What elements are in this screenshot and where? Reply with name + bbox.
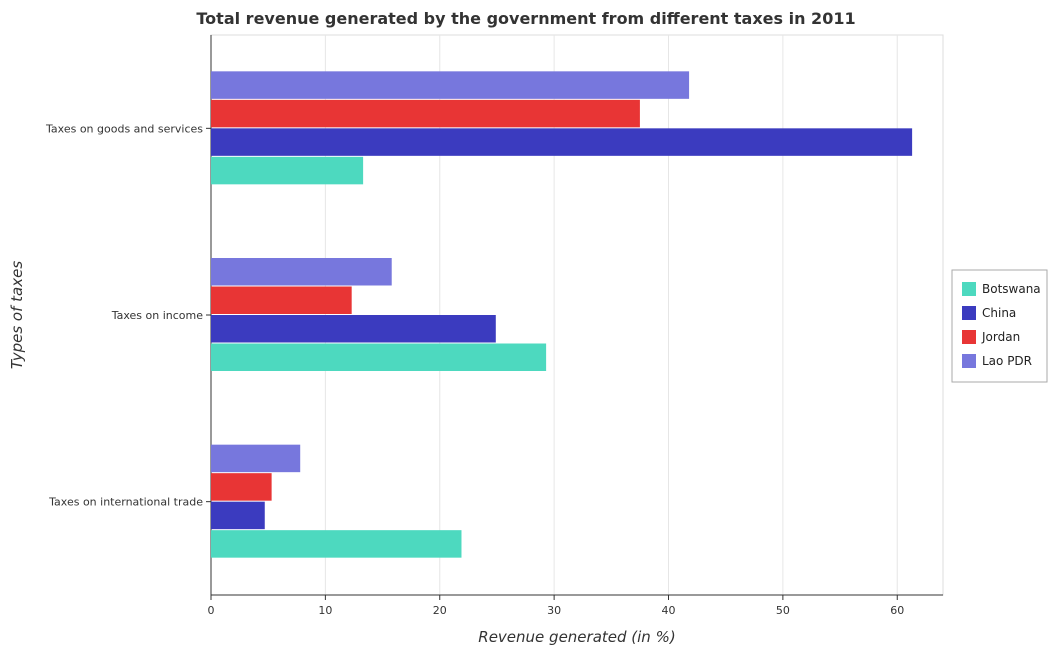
bar <box>211 99 640 128</box>
legend-label: Botswana <box>982 282 1041 296</box>
x-tick-label: 0 <box>208 604 215 617</box>
legend: Botswana China Jordan Lao PDR <box>951 269 1048 383</box>
bar <box>211 156 364 185</box>
x-axis-title: Revenue generated (in %) <box>478 628 675 646</box>
x-ticks: 0 10 20 30 40 50 60 <box>208 595 904 617</box>
legend-label: Jordan <box>981 330 1020 344</box>
x-tick-label: 20 <box>433 604 447 617</box>
y-ticks: Taxes on goods and services Taxes on inco… <box>45 122 211 509</box>
bar <box>211 343 547 371</box>
bars <box>211 71 913 558</box>
x-tick-label: 10 <box>318 604 332 617</box>
legend-label: Lao PDR <box>982 354 1032 368</box>
bar <box>211 530 462 558</box>
x-tick-label: 30 <box>547 604 561 617</box>
legend-swatch <box>962 282 976 296</box>
bar <box>211 501 265 530</box>
bar <box>211 286 352 314</box>
y-axis-title: Types of taxes <box>8 261 26 369</box>
bar <box>211 258 392 286</box>
chart-title: Total revenue generated by the governmen… <box>196 9 855 28</box>
bar <box>211 128 913 156</box>
legend-label: China <box>982 306 1016 320</box>
legend-swatch <box>962 354 976 368</box>
x-tick-label: 60 <box>890 604 904 617</box>
x-tick-label: 40 <box>662 604 676 617</box>
bar <box>211 71 690 99</box>
y-tick-label: Taxes on international trade <box>48 496 203 509</box>
bar <box>211 473 272 501</box>
legend-swatch <box>962 306 976 320</box>
bar <box>211 315 496 343</box>
x-tick-label: 50 <box>776 604 790 617</box>
y-tick-label: Taxes on goods and services <box>45 122 203 135</box>
y-tick-label: Taxes on income <box>111 309 204 322</box>
bar <box>211 444 301 473</box>
legend-swatch <box>962 330 976 344</box>
